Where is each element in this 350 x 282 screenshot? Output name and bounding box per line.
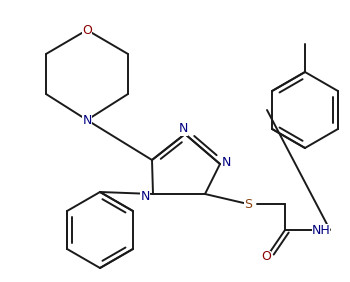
Text: N: N	[221, 155, 231, 169]
Text: N: N	[140, 191, 150, 204]
Text: S: S	[244, 197, 252, 210]
Text: O: O	[82, 23, 92, 36]
Text: N: N	[82, 113, 92, 127]
Text: O: O	[261, 250, 271, 263]
Text: NH: NH	[312, 224, 330, 237]
Text: N: N	[178, 122, 188, 135]
